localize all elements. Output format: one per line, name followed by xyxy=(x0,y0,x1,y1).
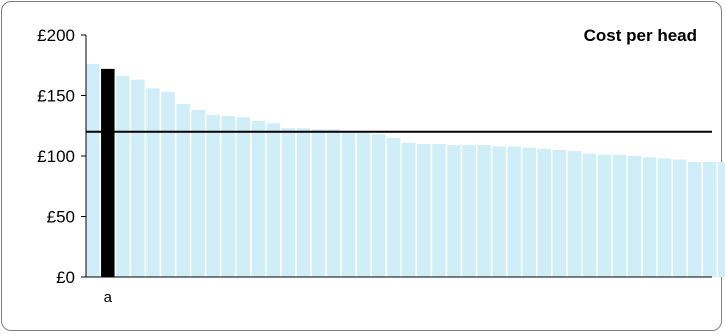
bar xyxy=(146,88,160,278)
bar xyxy=(326,129,341,277)
y-tick-label: £200 xyxy=(37,26,75,45)
bar xyxy=(341,131,356,277)
bar xyxy=(176,103,190,277)
bar xyxy=(371,134,386,277)
bar xyxy=(417,143,431,277)
bar xyxy=(582,153,597,277)
category-labels: a xyxy=(104,289,113,306)
bar xyxy=(251,120,266,277)
bar xyxy=(296,128,311,277)
bar xyxy=(387,137,401,277)
bar xyxy=(642,157,657,277)
bar xyxy=(281,128,296,277)
bar xyxy=(657,158,672,277)
y-tick-labels: £0 £50 £100 £150 £200 xyxy=(37,26,75,287)
bar xyxy=(612,154,627,277)
bar xyxy=(507,146,521,277)
bar-highlight xyxy=(101,68,115,277)
bar xyxy=(537,148,551,277)
bar xyxy=(86,64,100,277)
bar xyxy=(221,116,235,277)
bar xyxy=(552,149,567,277)
bar xyxy=(688,162,702,277)
bar xyxy=(447,145,461,277)
y-tick-label: £0 xyxy=(56,268,75,287)
chart-title: Cost per head xyxy=(584,26,697,45)
bar xyxy=(402,142,416,277)
bar xyxy=(627,156,642,277)
bar xyxy=(311,129,326,277)
bar xyxy=(116,76,130,277)
category-label: a xyxy=(104,289,113,306)
bar xyxy=(432,143,446,277)
bar xyxy=(266,123,281,277)
bar xyxy=(567,151,582,277)
y-tick-label: £50 xyxy=(47,208,75,227)
bars xyxy=(86,64,725,278)
y-axis xyxy=(81,34,712,278)
bar xyxy=(161,91,175,278)
bar xyxy=(191,110,205,278)
bar xyxy=(718,162,725,277)
bar xyxy=(492,146,506,277)
bar xyxy=(356,133,371,277)
bar xyxy=(672,159,687,277)
y-tick-label: £100 xyxy=(37,147,75,166)
bar xyxy=(522,147,536,277)
bar xyxy=(131,79,145,278)
bar xyxy=(236,117,250,277)
bar xyxy=(477,145,491,277)
y-tick-label: £150 xyxy=(37,87,75,106)
bar xyxy=(206,114,220,277)
bar xyxy=(597,154,612,277)
bar xyxy=(462,145,476,277)
bar xyxy=(703,162,717,277)
